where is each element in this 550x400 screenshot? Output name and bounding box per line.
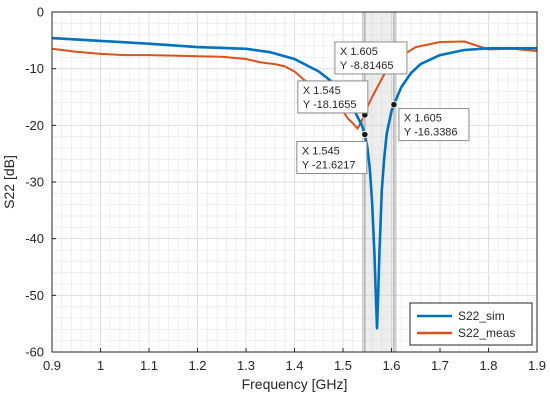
datatip-box [297,80,369,114]
x-tick-label: 1.2 [188,358,206,373]
y-tick-label: -50 [25,288,44,303]
x-tick-label: 1.3 [237,358,255,373]
datatip-marker [390,100,398,109]
x-tick-label: 1.6 [382,358,400,373]
datatip-y-text: Y -18.1655 [303,99,357,111]
legend-label: S22_meas [458,326,515,340]
y-tick-label: -10 [25,61,44,76]
datatip-x-text: X 1.545 [302,146,340,158]
y-tick-label: -60 [25,345,44,360]
y-tick-label: -40 [25,231,44,246]
x-tick-label: 1.1 [140,358,158,373]
x-axis-label: Frequency [GHz] [242,376,348,392]
tick-label-layer: 0.9 1 1.1 1.2 1.3 1.4 1.5 1.6 1.7 1.8 1.9 0 -10 -20 -3… [25,5,546,374]
legend-box [409,302,533,346]
datatip-y-text: Y -8.81465 [340,60,394,72]
datatip[interactable]: X 1.545 Y -18.1655 [297,80,369,114]
datatip-y-text: Y -21.6217 [302,160,356,172]
datatip-box [334,41,408,75]
x-tick-label: 1.4 [285,358,303,373]
y-tick-label: 0 [37,5,44,20]
datatip-y-text: Y -16.3386 [404,127,458,139]
x-tick-label: 1 [97,358,104,373]
y-tick-label: -30 [25,175,44,190]
x-tick-label: 1.7 [431,358,449,373]
datatip-marker [361,130,369,139]
x-tick-label: 1.9 [528,358,546,373]
datatip[interactable]: X 1.605 Y -8.81465 [334,41,408,75]
datatip-x-text: X 1.605 [340,46,378,58]
datatip-x-text: X 1.605 [404,113,442,125]
x-tick-label: 1.5 [334,358,352,373]
datatip-box [296,141,368,175]
series-line-s22-sim [51,36,537,330]
legend[interactable]: S22_sim S22_meas [409,302,533,346]
datatip-box [398,108,470,142]
grid-layer [51,11,538,353]
datatip[interactable]: X 1.545 Y -21.6217 [296,141,368,175]
legend-label: S22_sim [458,309,505,323]
datatip[interactable]: X 1.605 Y -16.3386 [398,108,470,142]
datatip-layer: X 1.605 Y -8.81465 X 1.545 Y -18.1655 X 1.60… [296,41,470,175]
datatip-x-text: X 1.545 [303,85,341,97]
x-tick-label: 1.8 [479,358,497,373]
x-tick-label: 0.9 [43,358,61,373]
y-tick-label: -20 [25,118,44,133]
y-axis-label: S22 [dB] [1,155,17,209]
